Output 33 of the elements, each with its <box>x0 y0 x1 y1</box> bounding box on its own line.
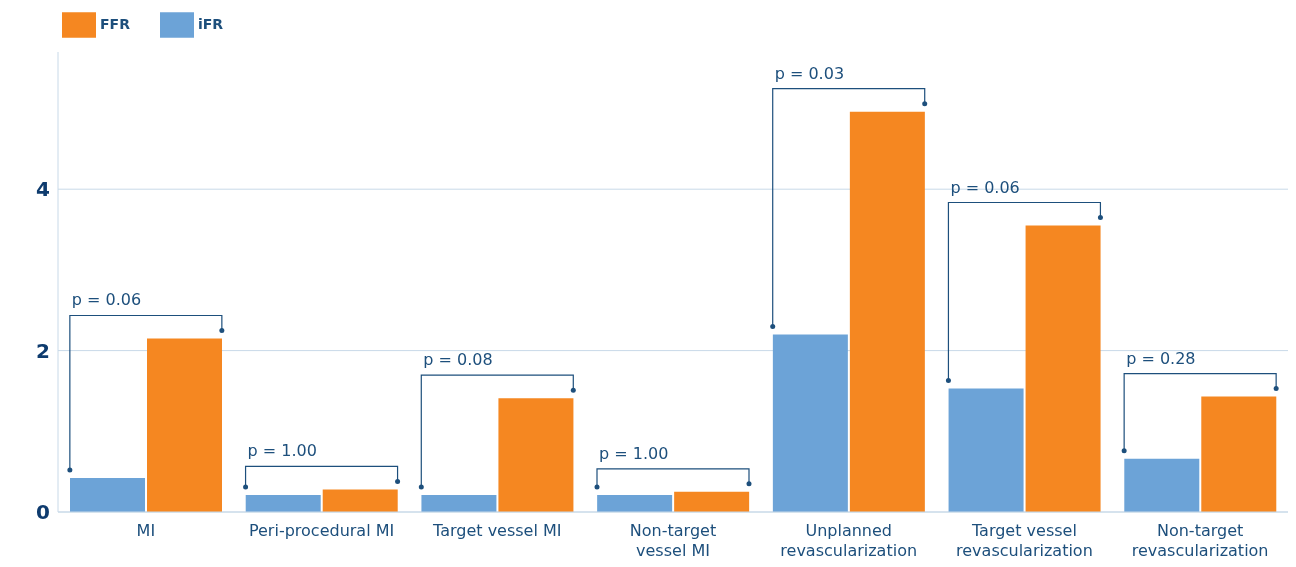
x-tick-label: Target vessel revascularization <box>956 521 1093 560</box>
bar <box>849 111 925 512</box>
bar <box>1201 396 1277 512</box>
x-tick-label: Non-target vessel MI <box>629 521 717 560</box>
annotation: p = 0.08 <box>423 350 493 370</box>
bar <box>597 495 673 512</box>
y-tick-label: 0 <box>36 500 50 525</box>
bar <box>322 489 398 512</box>
bar <box>70 478 145 512</box>
bar <box>498 398 574 512</box>
bar <box>948 388 1024 512</box>
y-tick-label: 2 <box>36 338 50 363</box>
annotation: p = 0.03 <box>774 63 845 83</box>
bar <box>147 338 222 512</box>
bar <box>1025 225 1101 512</box>
y-tick-label: 4 <box>36 177 50 202</box>
bar <box>772 334 848 512</box>
legend-label: iFR <box>197 16 224 32</box>
x-tick-label: Non-target revascularization <box>1131 521 1269 560</box>
annotation: p = 1.00 <box>599 443 669 463</box>
bar <box>1124 458 1200 512</box>
x-tick-label: Target vessel MI <box>432 521 562 540</box>
annotation: p = 0.06 <box>950 177 1020 197</box>
x-tick-label: Peri-procedural MI <box>248 521 395 540</box>
annotation: p = 0.06 <box>71 290 142 310</box>
annotation: p = 1.00 <box>247 441 317 461</box>
bar <box>421 495 497 512</box>
bar <box>245 495 321 512</box>
x-tick-label: Unplanned revascularization <box>780 521 918 560</box>
annotation: p = 0.28 <box>1126 348 1196 368</box>
x-tick-label: MI <box>136 521 156 540</box>
bar <box>674 491 750 512</box>
legend-label: FFR <box>100 16 130 32</box>
